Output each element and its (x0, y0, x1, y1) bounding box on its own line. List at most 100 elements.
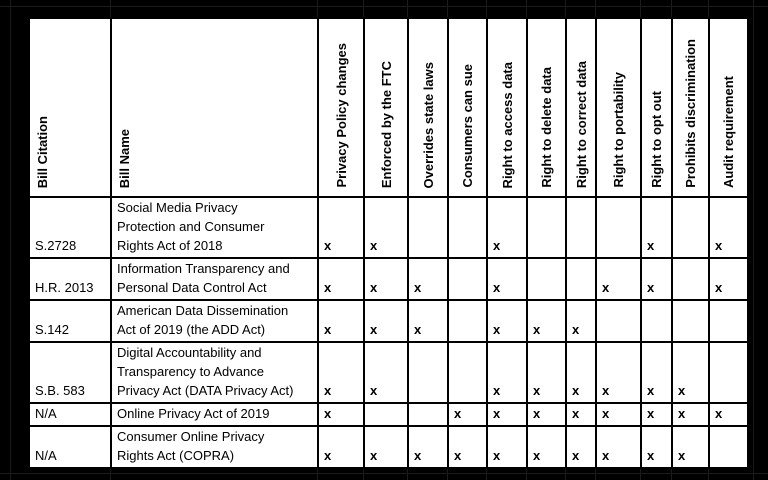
feature-mark-cell[interactable] (595, 196, 642, 259)
bill-citation-cell[interactable]: S.B. 583 (28, 341, 112, 404)
feature-mark-cell[interactable]: x (407, 257, 449, 301)
column-header-audit-requirement[interactable]: Audit requirement (708, 17, 749, 198)
feature-mark-cell[interactable]: x (526, 402, 567, 427)
feature-mark-cell[interactable]: x (671, 425, 710, 469)
column-header-label: Enforced by the FTC (378, 60, 394, 188)
feature-mark-cell[interactable] (407, 196, 449, 259)
feature-mark-cell[interactable]: x (407, 425, 449, 469)
bill-name-cell[interactable]: Consumer Online Privacy Rights Act (COPR… (110, 425, 319, 469)
column-header-label: Right to access data (499, 61, 515, 188)
feature-mark-cell[interactable]: x (363, 299, 409, 343)
feature-mark-cell[interactable]: x (317, 299, 365, 343)
feature-mark-cell[interactable]: x (486, 402, 528, 427)
column-header-label: Prohibits discrimination (683, 39, 698, 188)
column-header-label: Bill Name (117, 128, 132, 188)
column-header-consumers-can-sue[interactable]: Consumers can sue (447, 17, 488, 198)
table-row: S.2728 Social Media Privacy Protection a… (28, 196, 749, 259)
column-header-bill-name[interactable]: Bill Name (110, 17, 319, 198)
feature-mark-cell[interactable]: x (447, 425, 488, 469)
feature-mark-cell[interactable] (640, 299, 673, 343)
bill-citation-cell[interactable]: N/A (28, 425, 112, 469)
feature-mark-cell[interactable]: x (317, 196, 365, 259)
feature-mark-cell[interactable] (671, 299, 710, 343)
feature-mark-cell[interactable]: x (565, 402, 597, 427)
feature-mark-cell[interactable]: x (640, 196, 673, 259)
feature-mark-cell[interactable]: x (526, 425, 567, 469)
feature-mark-cell[interactable]: x (708, 402, 749, 427)
column-header-right-to-correct-data[interactable]: Right to correct data (565, 17, 597, 198)
column-header-label: Right to portability (611, 72, 626, 188)
column-header-enforced-by-the-ftc[interactable]: Enforced by the FTC (363, 17, 409, 198)
feature-mark-cell[interactable]: x (363, 257, 409, 301)
feature-mark-cell[interactable]: x (595, 257, 642, 301)
feature-mark-cell[interactable]: x (526, 341, 567, 404)
feature-mark-cell[interactable] (526, 257, 567, 301)
feature-mark-cell[interactable] (565, 257, 597, 301)
column-header-right-to-delete-data[interactable]: Right to delete data (526, 17, 567, 198)
feature-mark-cell[interactable] (447, 341, 488, 404)
feature-mark-cell[interactable]: x (486, 425, 528, 469)
feature-mark-cell[interactable]: x (708, 196, 749, 259)
feature-mark-cell[interactable] (363, 402, 409, 427)
feature-mark-cell[interactable] (565, 196, 597, 259)
feature-mark-cell[interactable]: x (363, 425, 409, 469)
column-header-prohibits-discrimination[interactable]: Prohibits discrimination (671, 17, 710, 198)
feature-mark-cell[interactable]: x (317, 425, 365, 469)
feature-mark-cell[interactable]: x (565, 341, 597, 404)
feature-mark-cell[interactable]: x (671, 402, 710, 427)
feature-mark-cell[interactable]: x (595, 402, 642, 427)
bill-name-cell[interactable]: Online Privacy Act of 2019 (110, 402, 319, 427)
feature-mark-cell[interactable]: x (363, 341, 409, 404)
bill-name-cell[interactable]: American Data Dissemination Act of 2019 … (110, 299, 319, 343)
column-header-right-to-access-data[interactable]: Right to access data (486, 17, 528, 198)
feature-mark-cell[interactable]: x (565, 299, 597, 343)
feature-mark-cell[interactable] (447, 196, 488, 259)
feature-mark-cell[interactable] (708, 299, 749, 343)
column-header-right-to-portability[interactable]: Right to portability (595, 17, 642, 198)
feature-mark-cell[interactable]: x (708, 257, 749, 301)
feature-mark-cell[interactable] (526, 196, 567, 259)
feature-mark-cell[interactable]: x (671, 341, 710, 404)
column-header-bill-citation[interactable]: Bill Citation (28, 17, 112, 198)
feature-mark-cell[interactable] (671, 196, 710, 259)
feature-mark-cell[interactable]: x (486, 341, 528, 404)
feature-mark-cell[interactable] (708, 341, 749, 404)
feature-mark-cell[interactable]: x (447, 402, 488, 427)
feature-mark-cell[interactable] (447, 299, 488, 343)
feature-mark-cell[interactable]: x (640, 257, 673, 301)
feature-mark-cell[interactable]: x (595, 341, 642, 404)
feature-mark-cell[interactable]: x (317, 402, 365, 427)
table-row: N/A Consumer Online Privacy Rights Act (… (28, 425, 749, 469)
feature-mark-cell[interactable]: x (486, 196, 528, 259)
feature-mark-cell[interactable] (708, 425, 749, 469)
feature-mark-cell[interactable]: x (526, 299, 567, 343)
feature-mark-cell[interactable]: x (317, 341, 365, 404)
feature-mark-cell[interactable] (407, 402, 449, 427)
feature-mark-cell[interactable]: x (486, 257, 528, 301)
feature-mark-cell[interactable]: x (486, 299, 528, 343)
feature-mark-cell[interactable] (447, 257, 488, 301)
column-header-label: Audit requirement (721, 76, 736, 188)
feature-mark-cell[interactable] (407, 341, 449, 404)
feature-mark-cell[interactable] (595, 299, 642, 343)
column-header-right-to-opt-out[interactable]: Right to opt out (640, 17, 673, 198)
feature-mark-cell[interactable]: x (317, 257, 365, 301)
bill-citation-cell[interactable]: N/A (28, 402, 112, 427)
bill-name-cell[interactable]: Information Transparency and Personal Da… (110, 257, 319, 301)
column-header-privacy-policy-changes[interactable]: Privacy Policy changes (317, 17, 365, 198)
column-header-overrides-state-laws[interactable]: Overrides state laws (407, 17, 449, 198)
feature-mark-cell[interactable]: x (595, 425, 642, 469)
bill-citation-cell[interactable]: S.2728 (28, 196, 112, 259)
feature-mark-cell[interactable]: x (565, 425, 597, 469)
feature-mark-cell[interactable]: x (640, 402, 673, 427)
feature-mark-cell[interactable] (671, 257, 710, 301)
bill-name-cell[interactable]: Social Media Privacy Protection and Cons… (110, 196, 319, 259)
feature-mark-cell[interactable]: x (640, 341, 673, 404)
feature-mark-cell[interactable]: x (407, 299, 449, 343)
feature-mark-cell[interactable]: x (640, 425, 673, 469)
bill-citation-cell[interactable]: H.R. 2013 (28, 257, 112, 301)
bill-citation-cell[interactable]: S.142 (28, 299, 112, 343)
bill-name-cell[interactable]: Digital Accountability and Transparency … (110, 341, 319, 404)
feature-mark-cell[interactable]: x (363, 196, 409, 259)
